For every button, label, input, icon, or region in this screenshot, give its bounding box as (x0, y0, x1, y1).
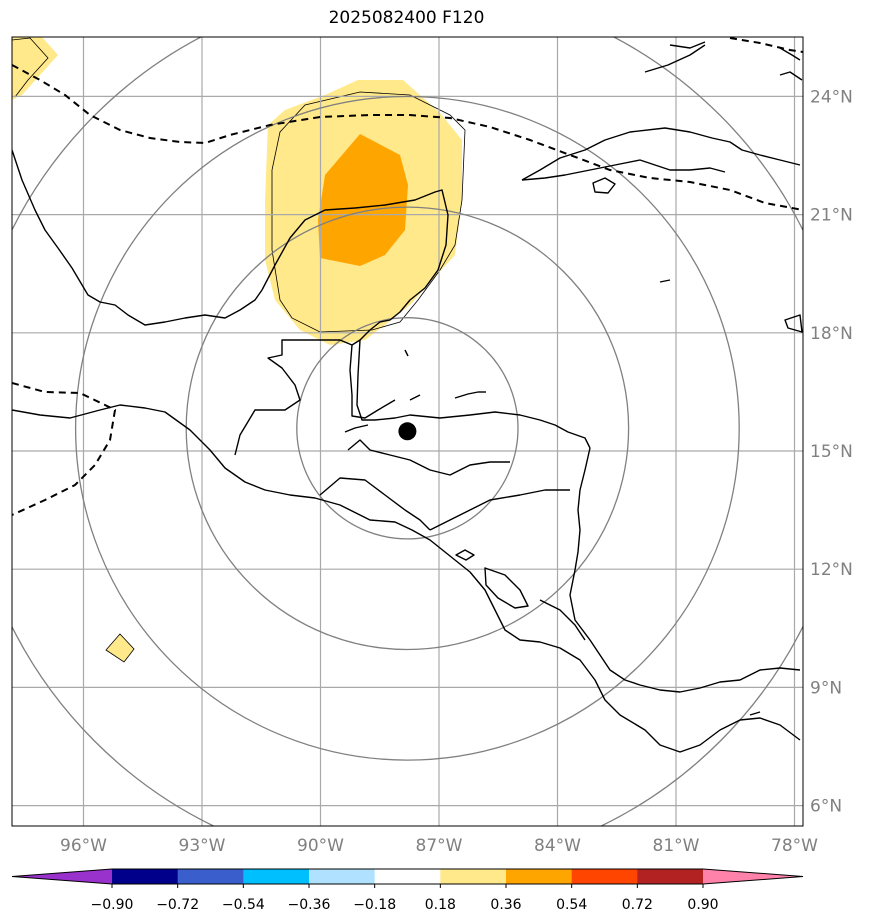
latitude-labels: 24°N 21°N 18°N 15°N 12°N 9°N 6°N (810, 87, 853, 816)
lat-tick-label: 12°N (810, 560, 853, 580)
lat-tick-label: 6°N (810, 797, 842, 817)
shaded-region-corner-outline (12, 37, 49, 98)
lon-tick-label: 81°W (653, 836, 700, 856)
colorbar-segment (637, 869, 704, 884)
lon-tick-label: 87°W (416, 836, 463, 856)
contour-outline (271, 91, 466, 333)
storm-center-marker (398, 422, 417, 441)
lon-tick-label: 93°W (179, 836, 226, 856)
shaded-region-corner (12, 37, 58, 100)
colorbar-tick-label: 0.54 (556, 897, 587, 913)
dashed-boundaries (12, 37, 803, 516)
shaded-region-small (105, 633, 135, 663)
lon-tick-label: 90°W (297, 836, 344, 856)
lat-tick-label: 21°N (810, 206, 853, 226)
colorbar-segment (243, 869, 310, 884)
lon-tick-label: 96°W (60, 836, 107, 856)
range-ring (296, 317, 519, 540)
colorbar: −0.90 −0.72 −0.54 −0.36 −0.18 0.18 0.36 0.54 0.7… (11, 868, 804, 913)
colorbar-segment (571, 869, 638, 884)
longitude-labels: 96°W 93°W 90°W 87°W 84°W 81°W 78°W (60, 836, 818, 856)
colorbar-tick-label: 0.90 (687, 897, 718, 913)
shaded-region-medium (318, 134, 408, 266)
range-ring (185, 206, 630, 651)
lon-tick-label: 78°W (771, 836, 818, 856)
colorbar-segment (374, 869, 441, 884)
colorbar-segment (440, 869, 507, 884)
map-title: 2025082400 F120 (328, 8, 485, 28)
colorbar-tick-label: −0.72 (156, 897, 199, 913)
colorbar-extend-high (703, 869, 803, 884)
map-frame (11, 36, 804, 827)
colorbar-tick-label: 0.18 (425, 897, 456, 913)
lon-tick-label: 84°W (534, 836, 581, 856)
lat-tick-label: 9°N (810, 678, 842, 698)
lat-tick-label: 15°N (810, 442, 853, 462)
graticule (12, 37, 803, 826)
range-ring (74, 95, 740, 761)
colorbar-tick-label: −0.18 (353, 897, 396, 913)
colorbar-tick-label: 0.36 (490, 897, 521, 913)
colorbar-tick-label: −0.90 (91, 897, 134, 913)
colorbar-extend-low (12, 869, 112, 884)
colorbar-tick-label: −0.36 (288, 897, 331, 913)
coastlines (12, 41, 803, 753)
colorbar-tick-label: −0.54 (222, 897, 265, 913)
colorbar-segment (177, 869, 244, 884)
lat-tick-label: 24°N (810, 87, 853, 107)
colorbar-segment (309, 869, 376, 884)
lat-tick-label: 18°N (810, 324, 853, 344)
colorbar-segment (506, 869, 573, 884)
colorbar-segment (112, 869, 179, 884)
colorbar-tick-label: 0.72 (622, 897, 653, 913)
range-rings (12, 37, 803, 826)
